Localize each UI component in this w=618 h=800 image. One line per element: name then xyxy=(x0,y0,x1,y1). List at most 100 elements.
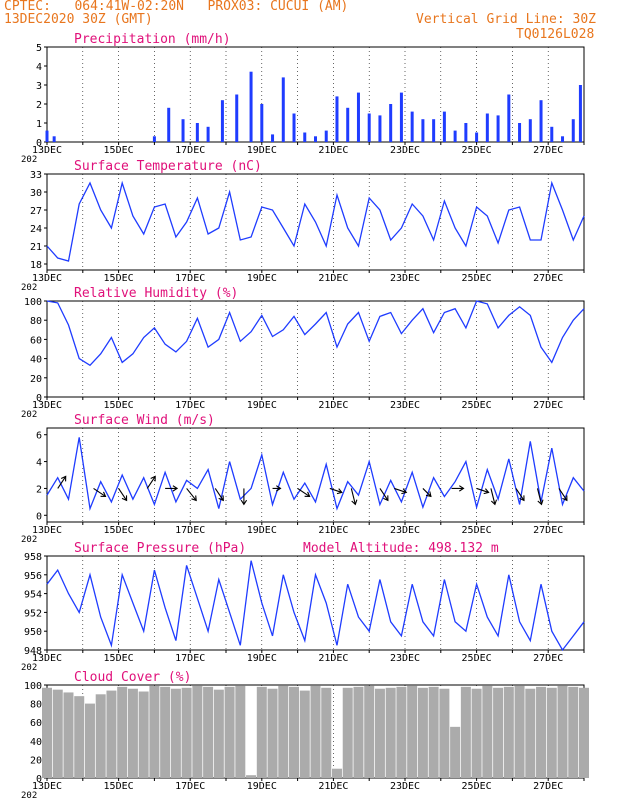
x-tick-label: 17DEC xyxy=(175,145,205,156)
cloud-bar xyxy=(299,690,310,778)
cloud-bar xyxy=(63,692,74,778)
wind-vector xyxy=(394,487,407,493)
wind-vector xyxy=(558,488,568,501)
wind-vector xyxy=(350,488,356,505)
y-tick-label: 30 xyxy=(30,188,42,199)
cloud-bar xyxy=(417,687,428,778)
y-tick-label: 954 xyxy=(24,590,42,601)
precip-bar xyxy=(518,123,522,142)
y-tick-label: 5 xyxy=(36,43,42,54)
precip-bar xyxy=(52,136,56,142)
precip-bar xyxy=(303,132,307,142)
x-tick-label: 23DEC xyxy=(390,653,420,664)
cloud-bar xyxy=(181,687,192,778)
wind-arrowhead xyxy=(483,488,490,495)
cloud-bar xyxy=(138,691,149,778)
wind-arrowhead xyxy=(191,495,197,502)
wind-vector xyxy=(422,488,432,497)
cloud-bar xyxy=(246,775,257,778)
cloud-bar xyxy=(568,686,579,778)
precip-bar xyxy=(335,96,339,142)
y-tick-label: 958 xyxy=(24,552,42,563)
panel-title: Surface Temperature (nC) xyxy=(74,159,262,174)
cloud-bar xyxy=(439,688,450,778)
wind-arrowhead xyxy=(172,485,179,492)
grid-note: Vertical Grid Line: 30Z xyxy=(416,12,597,27)
y-tick-label: 948 xyxy=(24,646,42,657)
y-tick-label: 100 xyxy=(24,297,42,308)
precip-bar xyxy=(464,123,468,142)
precip-bar xyxy=(281,77,285,142)
cloud-bar xyxy=(95,694,106,778)
y-tick-label: 956 xyxy=(24,571,42,582)
wind-arrowhead xyxy=(537,499,544,506)
precip-bar xyxy=(152,136,156,142)
wind-vector xyxy=(93,487,106,497)
precip-bar xyxy=(550,126,554,142)
panel-title: Surface Pressure (hPa) xyxy=(74,541,246,556)
x-tick-label: 21DEC xyxy=(318,653,348,664)
y-tick-label: 4 xyxy=(36,62,42,73)
y-tick-label: 1 xyxy=(36,119,42,130)
cloud-bar xyxy=(278,685,289,778)
station-info: CPTEC: 064:41W-02:20N PROX03: CUCUI (AM) xyxy=(4,0,349,14)
precip-bar xyxy=(442,111,446,142)
precip-bar xyxy=(45,130,49,142)
panel-frame xyxy=(46,555,585,651)
x-tick-label: 23DEC xyxy=(390,273,420,284)
precip-bar xyxy=(539,100,543,142)
y-tick-label: 27 xyxy=(30,206,42,217)
wind-arrowhead xyxy=(150,475,156,482)
precip-bar xyxy=(496,115,500,142)
x-tick-label: 13DEC xyxy=(32,145,62,156)
cloud-bar xyxy=(342,687,353,778)
cloud-bar xyxy=(514,685,525,778)
series-line xyxy=(46,300,585,367)
precip-bar xyxy=(410,111,414,142)
cloud-bar xyxy=(192,685,203,778)
y-tick-label: 100 xyxy=(24,681,42,692)
wind-vector xyxy=(536,488,542,505)
cloud-bar xyxy=(493,687,504,778)
cloud-bar xyxy=(579,687,589,778)
cloud-bar xyxy=(536,686,547,778)
x-tick-label: 21DEC xyxy=(318,525,348,536)
model-code: TQ0126L028 xyxy=(516,27,595,42)
wind-arrowhead xyxy=(276,485,282,492)
wind-arrowhead xyxy=(218,495,224,502)
panel-title: Surface Wind (m/s) xyxy=(74,413,215,428)
y-tick-label: 60 xyxy=(30,718,42,729)
panel-frame xyxy=(46,300,585,398)
x-year-label: 202 xyxy=(21,283,37,293)
x-tick-label: 19DEC xyxy=(247,273,277,284)
y-tick-label: 80 xyxy=(30,700,42,711)
x-year-label: 202 xyxy=(21,535,37,545)
y-tick-label: 952 xyxy=(24,608,42,619)
precip-bar xyxy=(578,85,582,142)
y-tick-label: 20 xyxy=(30,374,42,385)
cloud-bar xyxy=(213,689,224,778)
y-tick-label: 20 xyxy=(30,755,42,766)
x-tick-label: 13DEC xyxy=(32,653,62,664)
precip-bar xyxy=(195,123,199,142)
chart-header: CPTEC: 064:41W-02:20N PROX03: CUCUI (AM)… xyxy=(0,0,618,45)
wind-arrowhead xyxy=(519,495,525,502)
panel-subtitle: Model Altitude: 498.132 m xyxy=(303,541,499,556)
x-tick-label: 13DEC xyxy=(32,273,62,284)
wind-arrowhead xyxy=(383,495,389,502)
precip-bar xyxy=(356,92,360,142)
x-tick-label: 13DEC xyxy=(32,400,62,411)
wind-vector xyxy=(146,476,156,489)
precip-bar xyxy=(206,126,210,142)
precip-bar xyxy=(561,136,565,142)
y-tick-label: 6 xyxy=(36,431,42,442)
precip-bar xyxy=(314,136,317,142)
wind-arrowhead xyxy=(401,488,408,495)
cloud-bar xyxy=(267,688,278,778)
cloud-bar xyxy=(460,686,471,778)
cloud-bar xyxy=(224,686,235,778)
cloud-bar xyxy=(84,703,95,778)
x-tick-label: 13DEC xyxy=(32,781,62,792)
wind-vector xyxy=(476,487,489,493)
cloud-bar xyxy=(170,688,181,778)
